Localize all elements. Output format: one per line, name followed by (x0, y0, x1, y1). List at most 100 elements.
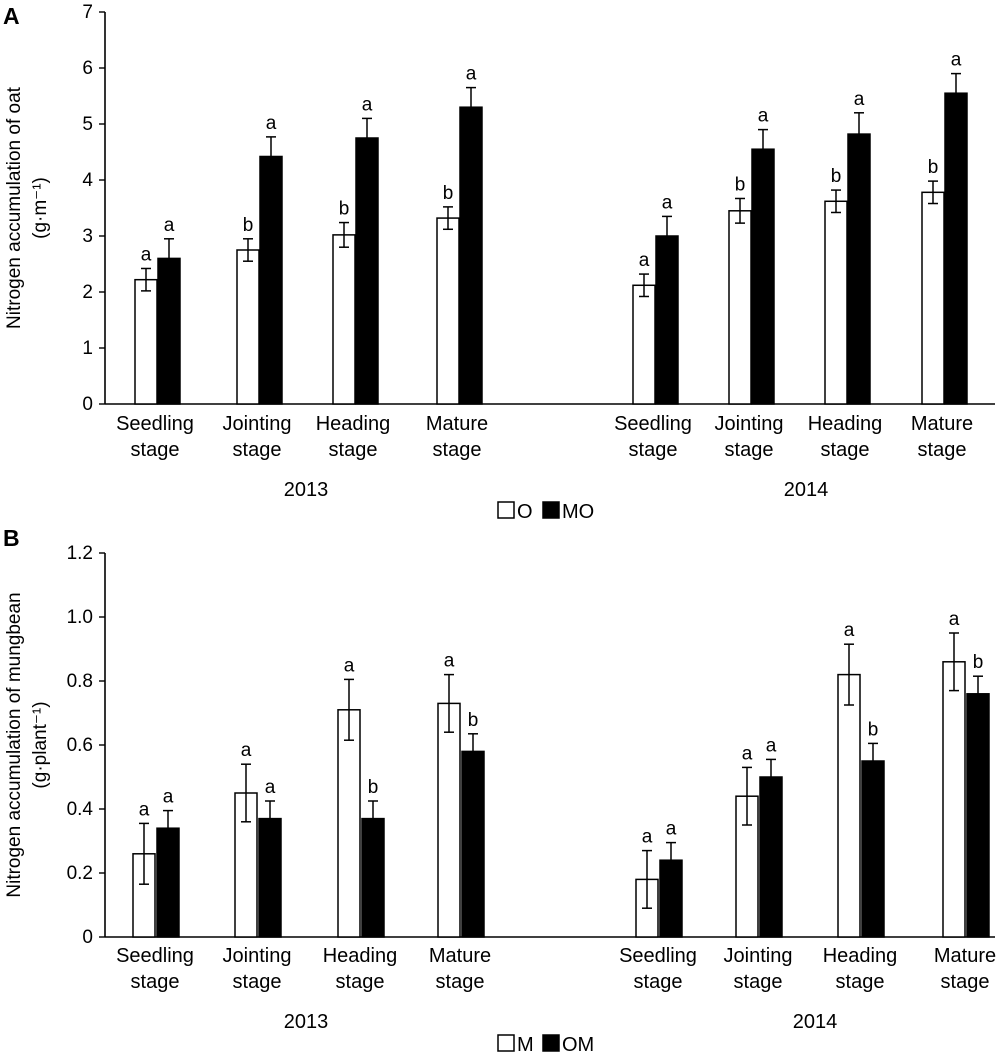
bar-o (436, 217, 460, 405)
y-axis-label: Nitrogen accumulation of mungbean (4, 592, 25, 897)
significance-label: a (949, 609, 960, 630)
significance-label: a (666, 819, 677, 840)
bar-om (461, 750, 485, 938)
y-tick-label: 0 (82, 927, 93, 948)
x-tick-label: stage (821, 439, 870, 461)
y-tick-label: 1.0 (67, 607, 93, 628)
significance-label: a (163, 787, 174, 808)
significance-label: a (141, 244, 152, 265)
x-tick-label: stage (131, 439, 180, 461)
x-tick-label: Mature (934, 945, 996, 967)
significance-label: a (444, 651, 455, 672)
significance-label: b (339, 199, 350, 220)
x-tick-label: stage (329, 439, 378, 461)
x-tick-label: stage (131, 971, 180, 993)
bar-mo (157, 257, 181, 405)
significance-label: a (642, 827, 653, 848)
significance-label: a (758, 106, 769, 127)
legend-label: M (517, 1034, 534, 1056)
year-label: 2013 (284, 479, 329, 501)
x-tick-label: Heading (323, 945, 398, 967)
x-tick-label: Jointing (223, 945, 292, 967)
y-axis-label: Nitrogen accumulation of oat (4, 86, 25, 329)
bar-om (659, 859, 683, 938)
significance-label: a (951, 50, 962, 71)
significance-label: a (766, 735, 777, 756)
x-tick-label: Heading (808, 413, 883, 435)
significance-label: b (831, 166, 842, 187)
significance-label: b (243, 215, 254, 236)
bar-m (437, 702, 461, 938)
bar-m (337, 709, 361, 938)
significance-label: b (928, 157, 939, 178)
significance-label: a (662, 192, 673, 213)
significance-label: b (443, 183, 454, 204)
x-tick-label: stage (918, 439, 967, 461)
legend-label: MO (562, 501, 594, 523)
legend-swatch-om (542, 1034, 560, 1052)
bar-om (361, 817, 385, 938)
chart-panel-b: B 0 0.2 0.4 0.6 0.8 1.0 1.2 Nitrogen accumulatio… (3, 525, 996, 1056)
chart-panel-a: A 0 1 2 3 4 5 6 7 Nitrogen accumulation of oat (g·… (3, 2, 995, 523)
x-tick-label: Mature (911, 413, 973, 435)
significance-label: b (735, 174, 746, 195)
bar-mo (944, 92, 968, 405)
significance-label: a (266, 113, 277, 134)
bar-o (632, 284, 656, 405)
bar-om (759, 776, 783, 938)
x-tick-label: Seedling (116, 413, 194, 435)
x-tick-label: Seedling (614, 413, 692, 435)
bar-o (728, 210, 752, 405)
x-tick-label: Jointing (223, 413, 292, 435)
bar-om (258, 817, 282, 938)
legend-swatch-m (497, 1034, 515, 1052)
bar-mo (355, 137, 379, 405)
legend: M OM (497, 1034, 594, 1056)
panel-letter: A (3, 3, 20, 29)
y-axis-unit: (g·m⁻¹) (30, 177, 51, 239)
bar-o (236, 249, 260, 405)
y-tick-label: 4 (82, 170, 93, 191)
x-tick-label: Jointing (724, 945, 793, 967)
y-tick-label: 1 (82, 338, 93, 359)
legend-swatch-mo (542, 501, 560, 519)
x-tick-label: Seedling (619, 945, 697, 967)
y-tick-label: 3 (82, 226, 93, 247)
significance-label: a (854, 89, 865, 110)
x-tick-label: Heading (316, 413, 391, 435)
y-tick-label: 0.2 (67, 863, 93, 884)
bar-o (332, 234, 356, 405)
significance-label: a (344, 655, 355, 676)
x-tick-label: stage (634, 971, 683, 993)
significance-label: b (868, 719, 879, 740)
y-tick-label: 7 (82, 2, 93, 23)
bar-o (824, 200, 848, 405)
significance-label: a (139, 799, 150, 820)
significance-label: a (164, 215, 175, 236)
y-axis-unit: (g·plant⁻¹) (30, 701, 51, 788)
x-tick-label: stage (433, 439, 482, 461)
significance-label: b (468, 710, 479, 731)
significance-label: b (368, 777, 379, 798)
y-tick-label: 0.6 (67, 735, 93, 756)
significance-label: a (362, 94, 373, 115)
x-tick-label: stage (836, 971, 885, 993)
x-tick-label: stage (336, 971, 385, 993)
y-tick-label: 6 (82, 58, 93, 79)
x-tick-label: Mature (426, 413, 488, 435)
bar-m (837, 673, 861, 938)
y-tick-label: 0.8 (67, 671, 93, 692)
year-label: 2013 (284, 1011, 329, 1033)
legend-label: OM (562, 1034, 594, 1056)
significance-label: a (241, 740, 252, 761)
x-tick-label: Seedling (116, 945, 194, 967)
legend-label: O (517, 501, 533, 523)
bar-mo (655, 235, 679, 405)
significance-label: a (265, 777, 276, 798)
significance-label: a (639, 250, 650, 271)
x-tick-label: stage (436, 971, 485, 993)
x-tick-label: stage (941, 971, 990, 993)
year-label: 2014 (793, 1011, 838, 1033)
x-tick-label: Mature (429, 945, 491, 967)
x-tick-label: Jointing (715, 413, 784, 435)
